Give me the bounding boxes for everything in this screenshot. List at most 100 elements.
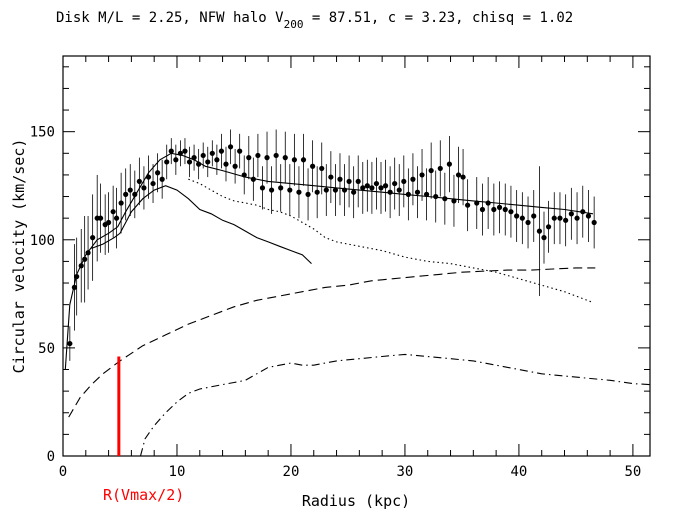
data-point: [323, 187, 329, 193]
model-curve-dashdot: [139, 353, 651, 457]
data-point: [414, 189, 421, 195]
data-point: [496, 204, 503, 210]
data-point: [369, 185, 375, 191]
data-point: [351, 189, 357, 195]
x-axis-label: Radius (kpc): [302, 492, 410, 510]
data-point: [405, 191, 411, 197]
data-point: [182, 148, 188, 154]
chart-title-subscript: 200: [284, 18, 304, 31]
model-curves: [64, 152, 651, 457]
data-point: [273, 152, 279, 159]
chart-title-part1: Disk M/L = 2.25, NFW halo V: [56, 10, 284, 26]
data-point: [287, 187, 293, 193]
data-point: [346, 178, 352, 185]
data-point: [205, 159, 211, 165]
data-point: [396, 187, 402, 193]
data-point: [508, 209, 514, 215]
data-point: [82, 256, 88, 262]
data-point: [437, 165, 443, 172]
data-point: [514, 213, 520, 219]
data-point: [568, 211, 574, 217]
data-point: [223, 161, 229, 167]
data-point: [536, 228, 543, 234]
data-points: [67, 129, 597, 361]
data-point: [360, 185, 366, 191]
data-point: [355, 178, 361, 185]
data-point: [433, 193, 439, 200]
data-point: [241, 172, 247, 178]
chart-title: Disk M/L = 2.25, NFW halo V200 = 87.51, …: [56, 10, 573, 31]
data-point: [214, 157, 220, 163]
data-point: [282, 155, 288, 161]
data-point: [67, 340, 73, 347]
data-point: [337, 176, 343, 182]
data-point: [105, 219, 112, 226]
data-point: [78, 263, 84, 269]
data-point: [328, 174, 334, 180]
y-tick-label: 50: [38, 341, 55, 357]
model-curve-solid: [91, 185, 312, 264]
data-point: [278, 185, 284, 191]
data-point: [310, 163, 316, 169]
data-point: [563, 217, 569, 223]
data-point: [502, 206, 508, 213]
data-point: [141, 185, 147, 191]
data-point: [164, 159, 170, 165]
y-tick-label: 100: [30, 233, 55, 249]
model-curve-solid: [64, 152, 594, 370]
x-tick-label: 30: [397, 464, 414, 480]
data-point: [255, 152, 261, 159]
data-point: [591, 219, 597, 226]
data-point: [479, 206, 486, 213]
data-point: [159, 176, 165, 182]
annotation-label: R(Vmax/2): [103, 486, 184, 504]
data-point: [428, 167, 434, 174]
data-point: [525, 219, 531, 226]
data-point: [71, 284, 77, 290]
data-point: [237, 148, 243, 154]
data-point: [551, 215, 557, 221]
data-point: [341, 187, 348, 193]
data-point: [132, 191, 138, 197]
data-point: [531, 213, 537, 219]
axis-ticks: 0 10 20 30 40 50 0 50 100 150: [30, 56, 650, 480]
data-point: [451, 198, 457, 204]
data-point: [85, 250, 91, 256]
y-tick-label: 150: [30, 125, 55, 141]
data-point: [296, 189, 302, 195]
data-point: [218, 148, 225, 154]
x-tick-label: 0: [59, 464, 67, 480]
data-point: [196, 161, 202, 167]
data-point: [227, 144, 234, 150]
data-point: [557, 215, 563, 221]
data-point: [191, 155, 197, 161]
data-point: [580, 209, 586, 215]
data-point: [145, 174, 152, 180]
x-tick-label: 50: [624, 464, 641, 480]
data-point: [442, 196, 448, 202]
data-point: [410, 176, 416, 182]
data-point: [98, 215, 104, 221]
plot-frame: [62, 55, 651, 457]
data-point: [465, 202, 471, 208]
data-point: [364, 183, 370, 189]
data-point: [401, 178, 407, 185]
data-point: [200, 152, 206, 159]
data-point: [387, 189, 393, 195]
data-point: [186, 159, 193, 165]
data-point: [574, 215, 580, 221]
model-curve-dashed: [68, 267, 596, 418]
data-point: [485, 200, 491, 206]
data-point: [319, 165, 325, 172]
data-point: [123, 191, 129, 197]
data-point: [541, 235, 547, 241]
data-point: [491, 206, 497, 213]
y-tick-label: 0: [47, 449, 55, 465]
data-point: [232, 163, 238, 169]
data-point: [300, 157, 307, 163]
data-point: [305, 191, 311, 197]
data-point: [168, 148, 174, 154]
data-point: [545, 224, 552, 230]
